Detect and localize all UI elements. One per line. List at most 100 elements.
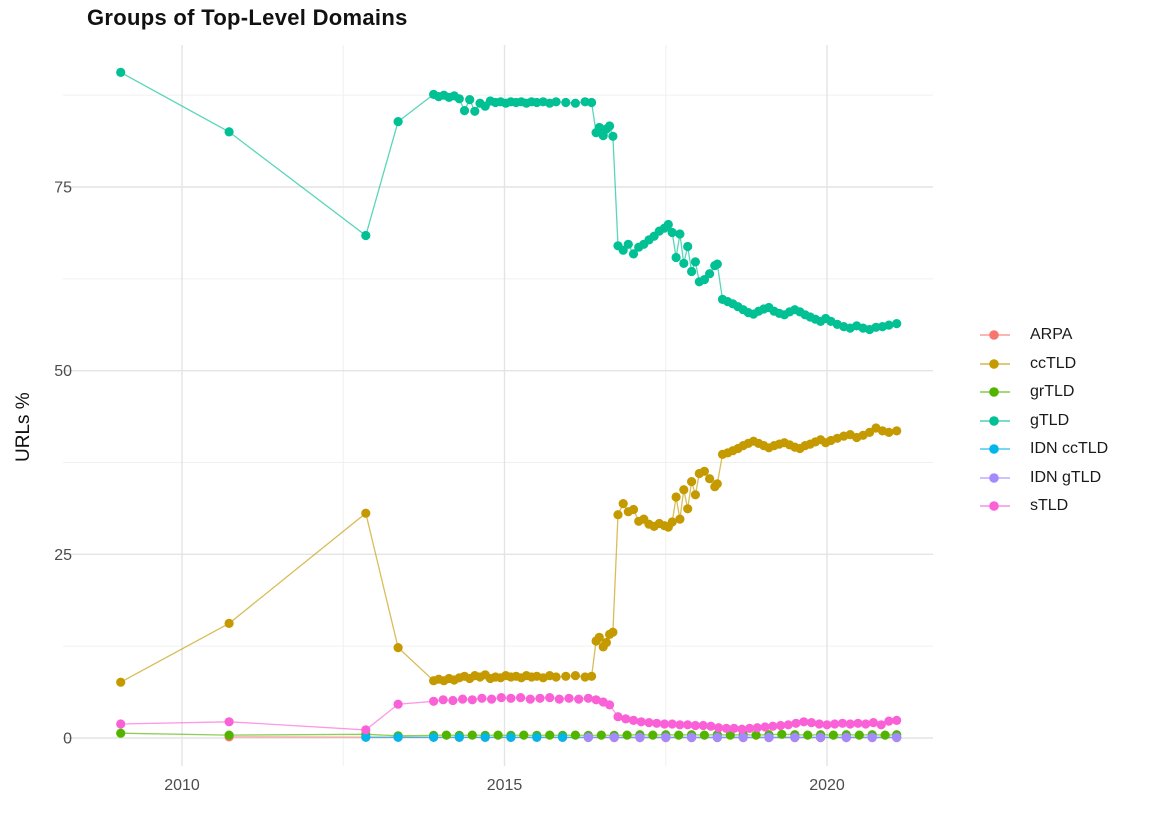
data-point-stld xyxy=(591,695,601,705)
data-point-stld xyxy=(845,719,855,729)
legend-label: ARPA xyxy=(1030,326,1073,344)
data-point-stld xyxy=(853,718,863,728)
data-point-cctld xyxy=(613,510,623,520)
data-point-cctld xyxy=(618,499,628,509)
data-point-stld xyxy=(545,693,555,703)
data-point-grtld xyxy=(777,729,787,739)
data-point-stld xyxy=(745,723,755,734)
data-point-grtld xyxy=(674,730,684,740)
data-point-cctld xyxy=(683,504,693,514)
data-point-grtld xyxy=(467,730,477,740)
data-point-grtld xyxy=(725,730,735,740)
data-point-idn-gtld xyxy=(867,732,877,743)
data-point-gtld xyxy=(608,131,618,141)
data-point-gtld xyxy=(687,266,697,277)
data-point-idn-cctld xyxy=(361,732,371,742)
data-point-stld xyxy=(636,717,646,727)
data-point-stld xyxy=(667,719,677,729)
data-point-cctld xyxy=(551,672,561,682)
data-point-gtld xyxy=(667,227,677,238)
data-point-stld xyxy=(783,720,793,730)
legend-label: ccTLD xyxy=(1030,354,1077,372)
legend-label: sTLD xyxy=(1030,497,1069,515)
legend-key-icon xyxy=(980,415,1010,426)
data-point-cctld xyxy=(561,671,571,681)
data-point-gtld xyxy=(594,122,604,133)
data-point-cctld xyxy=(570,671,581,681)
data-point-gtld xyxy=(679,258,689,268)
data-point-gtld xyxy=(393,117,403,127)
data-point-grtld xyxy=(828,730,839,740)
data-point-idn-gtld xyxy=(712,732,722,743)
data-point-stld xyxy=(776,720,786,731)
data-point-stld xyxy=(791,718,801,728)
data-point-stld xyxy=(458,694,468,704)
data-point-stld xyxy=(393,699,403,709)
data-point-idn-cctld xyxy=(454,732,464,742)
data-point-idn-gtld xyxy=(609,732,619,743)
data-point-stld xyxy=(659,719,670,729)
data-point-cctld xyxy=(116,677,126,687)
data-point-gtld xyxy=(884,320,894,330)
series-line-gtld xyxy=(120,71,897,331)
legend-key-icon xyxy=(980,330,1010,341)
data-point-grtld xyxy=(441,730,451,740)
data-point-stld xyxy=(884,716,894,726)
data-point-gtld xyxy=(663,219,673,230)
data-point-cctld xyxy=(671,492,681,502)
data-point-grtld xyxy=(803,730,813,740)
data-point-gtld xyxy=(224,127,234,137)
legend-item-arpa: ARPA xyxy=(978,321,1108,350)
data-point-stld xyxy=(861,719,871,729)
data-point-grtld xyxy=(880,730,890,740)
data-point-gtld xyxy=(361,230,371,241)
data-point-cctld xyxy=(675,514,685,524)
data-point-stld xyxy=(706,721,716,731)
data-point-cctld xyxy=(884,427,894,437)
data-point-gtld xyxy=(628,249,639,259)
data-point-grtld xyxy=(699,730,710,740)
data-point-idn-gtld xyxy=(841,732,851,743)
data-point-stld xyxy=(496,693,506,703)
data-point-stld xyxy=(621,714,631,724)
data-point-cctld xyxy=(705,474,715,484)
data-point-cctld xyxy=(361,508,371,518)
data-point-grtld xyxy=(224,730,234,740)
data-point-stld xyxy=(868,718,879,728)
data-point-gtld xyxy=(587,97,597,108)
y-tick-label: 50 xyxy=(54,363,72,380)
legend-item-cctld: ccTLD xyxy=(978,350,1108,379)
data-point-cctld xyxy=(601,637,612,648)
data-point-gtld xyxy=(892,319,902,329)
data-point-stld xyxy=(683,720,693,730)
data-point-stld xyxy=(628,715,639,726)
legend-item-gtld: gTLD xyxy=(978,407,1108,436)
data-point-stld xyxy=(822,720,832,730)
legend: ARPA ccTLD grTLD gTLD IDN ccTLD IDN gTLD sTLD xyxy=(978,321,1108,521)
data-point-grtld xyxy=(751,730,761,740)
data-point-stld xyxy=(506,693,516,703)
data-point-cctld xyxy=(393,643,403,653)
data-point-grtld xyxy=(570,730,581,740)
data-point-stld xyxy=(554,694,564,704)
data-point-idn-cctld xyxy=(558,732,568,742)
legend-key-icon xyxy=(980,358,1010,369)
data-point-idn-gtld xyxy=(790,732,800,743)
data-point-cctld xyxy=(587,671,597,681)
data-point-idn-cctld xyxy=(532,732,542,742)
data-point-stld xyxy=(605,700,615,710)
data-point-idn-cctld xyxy=(480,732,490,742)
legend-key-icon xyxy=(980,472,1010,483)
legend-key-icon xyxy=(980,387,1010,398)
data-point-gtld xyxy=(705,269,715,279)
legend-item-idn-cctld: IDN ccTLD xyxy=(978,435,1108,464)
data-point-gtld xyxy=(623,239,633,249)
data-point-idn-gtld xyxy=(661,732,671,743)
data-point-gtld xyxy=(465,95,475,105)
data-point-idn-gtld xyxy=(738,732,748,743)
data-point-cctld xyxy=(699,466,710,476)
data-point-grtld xyxy=(854,730,864,740)
data-point-grtld xyxy=(596,730,606,740)
data-point-stld xyxy=(564,693,574,703)
data-point-stld xyxy=(675,720,685,730)
